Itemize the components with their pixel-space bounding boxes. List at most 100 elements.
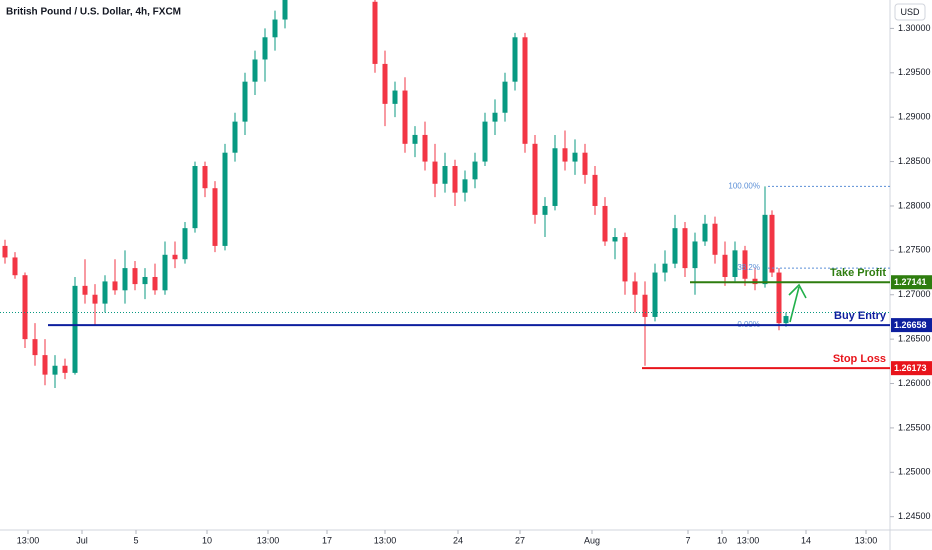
candle-body — [112, 281, 118, 291]
candle-body — [172, 254, 178, 260]
candle-body — [82, 285, 88, 295]
candle-body — [42, 355, 48, 375]
candle-body — [552, 148, 558, 206]
candle-body — [142, 276, 148, 285]
candle-body — [392, 90, 398, 104]
y-tick-label: 1.30000 — [898, 23, 931, 33]
candle-body — [762, 214, 768, 285]
candle-body — [769, 214, 775, 273]
candle-body — [462, 179, 468, 193]
x-tick-label: 27 — [515, 535, 525, 545]
candle-body — [282, 0, 288, 20]
candle-body — [102, 281, 108, 304]
candle-body — [32, 339, 38, 356]
candle-body — [452, 166, 458, 193]
x-tick-label: 10 — [202, 535, 212, 545]
candle-body — [582, 152, 588, 175]
candle-body — [783, 316, 789, 324]
candle-body — [62, 365, 68, 373]
y-tick-label: 1.29500 — [898, 67, 931, 77]
arrow-head — [788, 283, 807, 299]
x-tick-label: 13:00 — [257, 535, 280, 545]
x-tick-label: 24 — [453, 535, 463, 545]
price-tag — [891, 275, 932, 290]
candle-body — [502, 81, 508, 113]
candle-body — [612, 237, 618, 242]
candle-body — [272, 19, 278, 38]
price-tag-label: 1.27141 — [894, 277, 927, 287]
arrow-shaft — [789, 286, 800, 323]
x-tick-label: Jul — [76, 535, 88, 545]
x-tick-label: 14 — [801, 535, 811, 545]
x-tick-label: 5 — [133, 535, 138, 545]
candle-body — [562, 148, 568, 162]
x-tick-label: Aug — [584, 535, 600, 545]
currency-label: USD — [900, 7, 920, 17]
candle-body — [482, 121, 488, 162]
candle-body — [92, 294, 98, 304]
candle-body — [202, 166, 208, 189]
price-tag-label: 1.26658 — [894, 320, 927, 330]
price-tag — [891, 318, 932, 333]
candle-body — [622, 237, 628, 282]
candle-body — [472, 161, 478, 180]
y-tick-label: 1.29000 — [898, 112, 931, 122]
candle-body — [2, 245, 8, 258]
x-tick-label: 7 — [685, 535, 690, 545]
candle-body — [522, 37, 528, 144]
y-tick-label: 1.27500 — [898, 245, 931, 255]
chart-title: British Pound / U.S. Dollar, 4h, FXCM — [6, 7, 181, 18]
candle-body — [262, 37, 268, 60]
candle-body — [732, 250, 738, 277]
y-tick-label: 1.24500 — [898, 511, 931, 521]
candle-body — [162, 254, 168, 291]
fib-label: 100.00% — [728, 182, 760, 191]
candle-body — [672, 228, 678, 264]
currency-box[interactable] — [894, 3, 926, 21]
candle-body — [492, 112, 498, 122]
candle-body — [512, 37, 518, 82]
candle-body — [22, 275, 28, 340]
candle-body — [152, 276, 158, 291]
candle-body — [532, 143, 538, 215]
x-tick-label: 13:00 — [855, 535, 878, 545]
candle-body — [122, 268, 128, 291]
candle-body — [592, 174, 598, 206]
candle-body — [402, 90, 408, 144]
price-tag-label: 1.26173 — [894, 363, 927, 373]
candle-body — [442, 166, 448, 184]
x-tick-label: 13:00 — [17, 535, 40, 545]
level-name: Buy Entry — [834, 310, 887, 322]
candle-body — [372, 1, 378, 64]
x-tick-label: 17 — [322, 535, 332, 545]
fib-label: 38.2% — [737, 263, 760, 272]
candle-body — [652, 272, 658, 317]
candle-body — [682, 228, 688, 269]
level-name: Stop Loss — [833, 353, 886, 365]
y-tick-label: 1.28500 — [898, 156, 931, 166]
y-tick-label: 1.28000 — [898, 200, 931, 210]
candle-body — [712, 223, 718, 255]
candle-body — [702, 223, 708, 242]
candle-body — [412, 134, 418, 144]
candle-body — [232, 121, 238, 153]
candle-body — [182, 228, 188, 260]
candle-body — [12, 257, 18, 276]
y-tick-label: 1.26000 — [898, 378, 931, 388]
candle-body — [692, 241, 698, 269]
candle-body — [642, 294, 648, 317]
level-name: Take Profit — [830, 267, 886, 279]
axes: 1.30000 1.29500 1.29000 1.28500 1.28000 1.275… — [17, 23, 932, 545]
candle-body — [432, 161, 438, 184]
x-tick-label: 13:00 — [737, 535, 760, 545]
y-tick-label: 1.26500 — [898, 334, 931, 344]
candle-body — [776, 272, 782, 324]
candle-body — [72, 285, 78, 373]
candle-body — [242, 81, 248, 122]
x-tick-label: 13:00 — [374, 535, 397, 545]
y-tick-label: 1.27000 — [898, 289, 931, 299]
price-tag — [891, 361, 932, 376]
candle-body — [632, 281, 638, 295]
